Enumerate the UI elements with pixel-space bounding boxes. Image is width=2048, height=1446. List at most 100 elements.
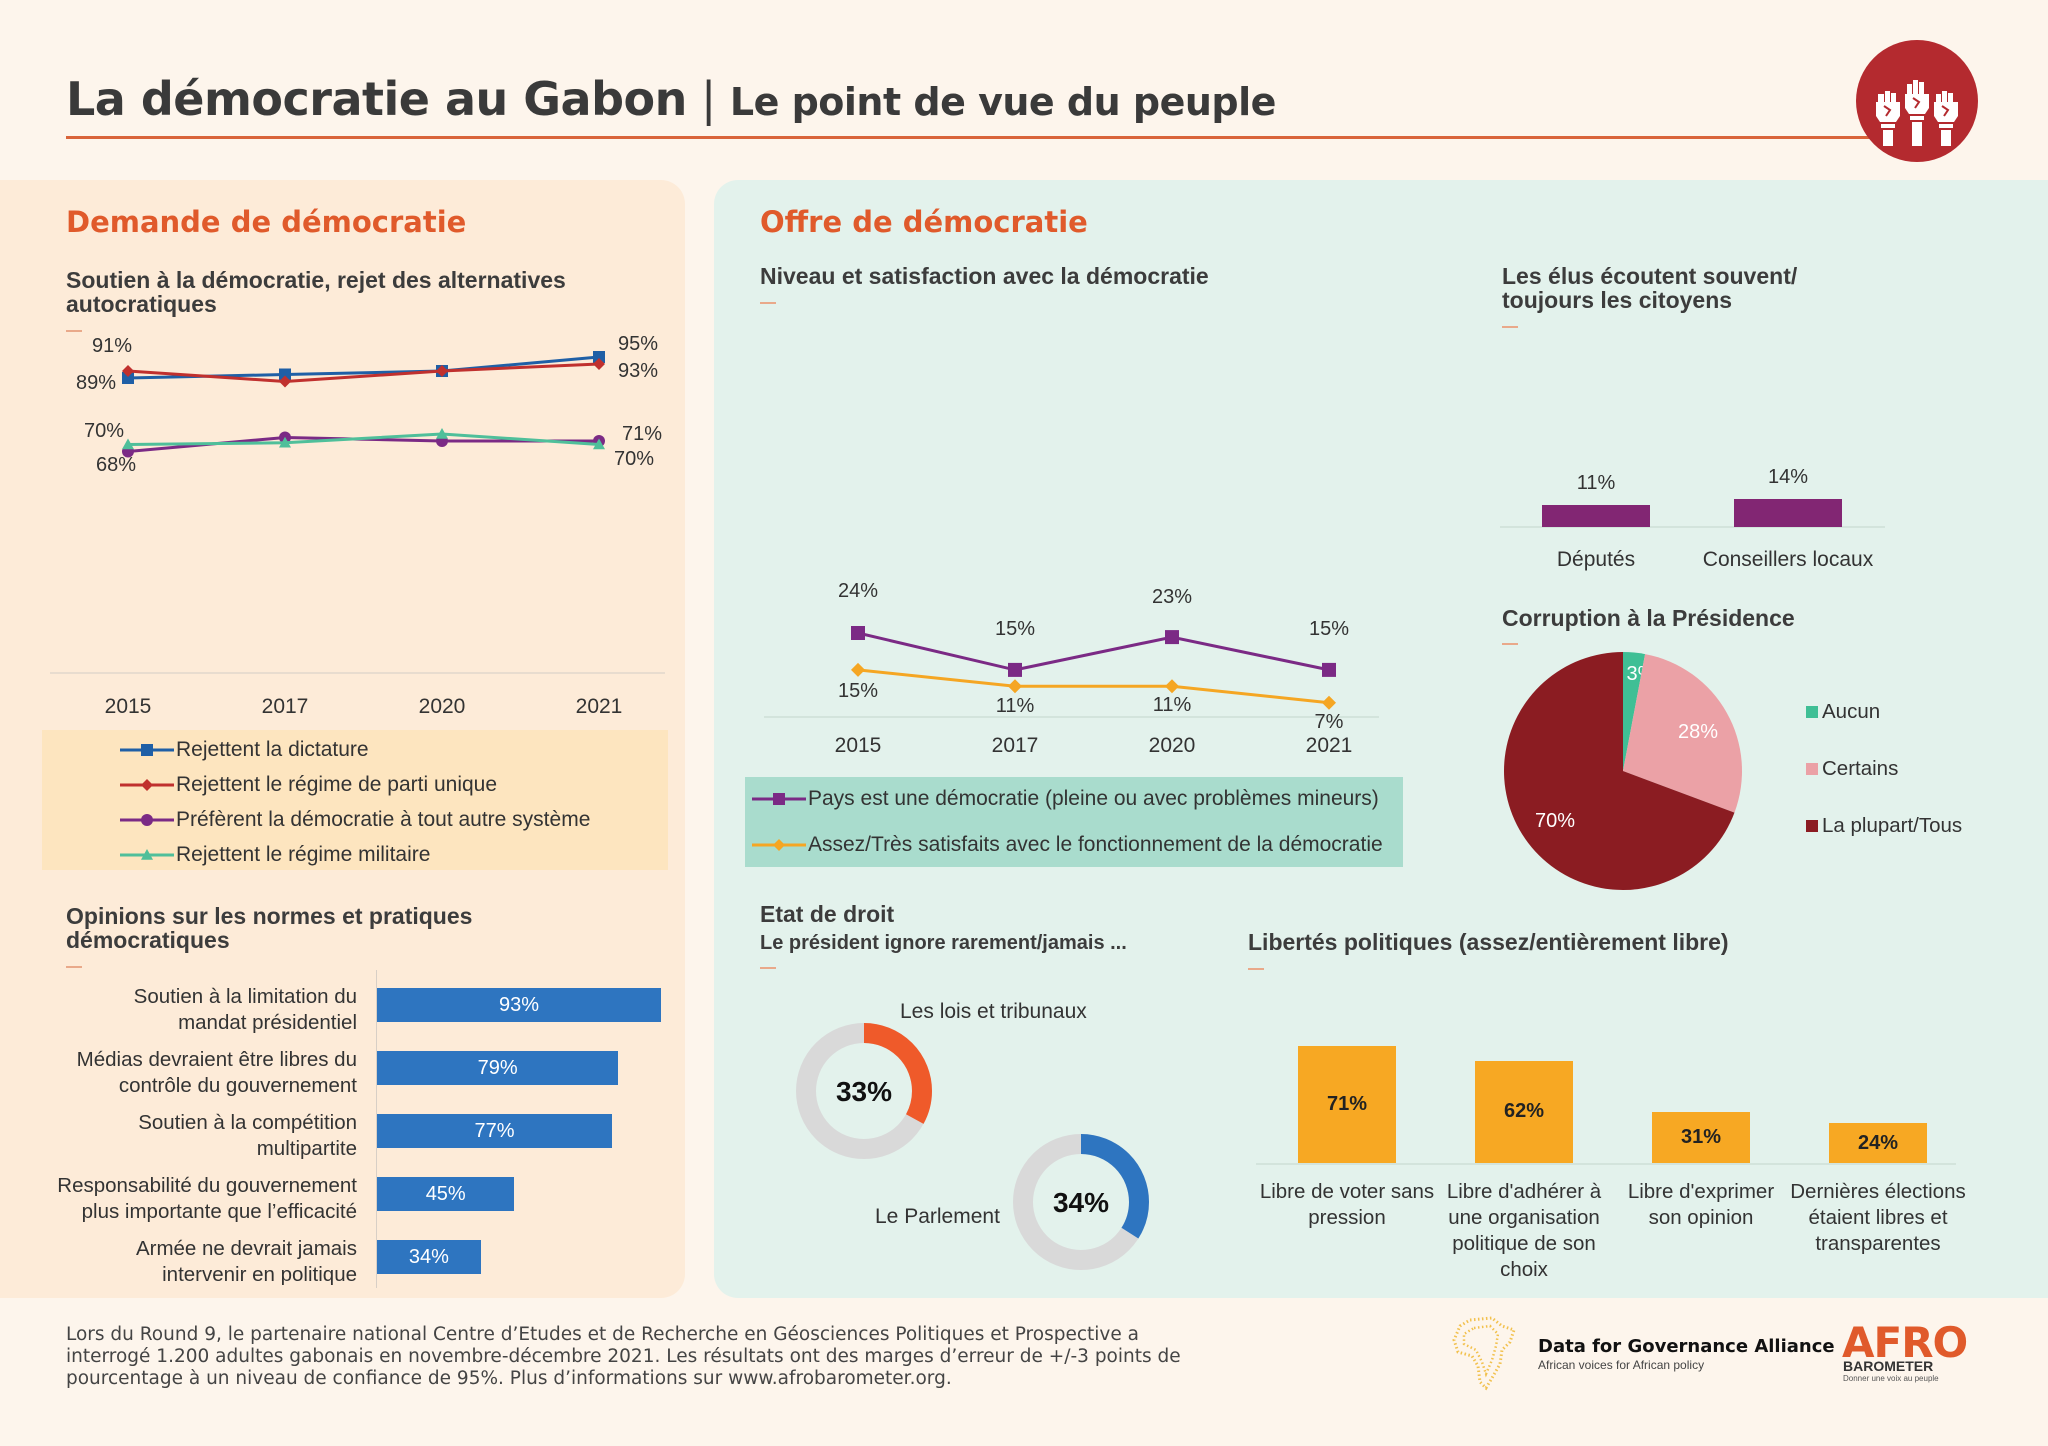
category-label-line: choix <box>1500 1258 1548 1281</box>
data-label: 71% <box>622 423 662 445</box>
data-point <box>122 438 134 450</box>
legend-label: Aucun <box>1822 700 1880 723</box>
elus-chart-title: Les élus écoutent souvent/ toujours les … <box>1502 263 1798 313</box>
data-label: 70% <box>614 448 654 470</box>
category-label-line: Libre de voter sans <box>1259 1180 1435 1203</box>
accent-dash <box>66 966 82 968</box>
data-label: 23% <box>1152 586 1192 608</box>
category-label-line: son opinion <box>1648 1206 1754 1229</box>
x-tick-label: 2020 <box>419 695 466 718</box>
category-label: Armée ne devrait jamais intervenir en pol… <box>0 1236 357 1288</box>
legend-label: Rejettent la dictature <box>176 738 369 761</box>
legend-marker <box>141 779 153 791</box>
data-point <box>1322 662 1336 677</box>
liberties-chart-title: Libertés politiques (assez/entièrement l… <box>1248 929 1729 955</box>
data-label: 15% <box>1309 618 1349 640</box>
category-label-line: plus importante que l’efficacité <box>81 1200 357 1223</box>
legend-marker <box>773 793 785 805</box>
bar: 79% <box>377 1051 619 1085</box>
legend-item: Préfèrent la démocratie à tout autre sys… <box>120 805 590 835</box>
category-label-line: étaient libres et <box>1808 1206 1948 1229</box>
data-label: 93% <box>618 360 658 382</box>
data-label: 11% <box>1577 472 1616 494</box>
category-label-line: politique de son <box>1452 1232 1596 1255</box>
afrobarometer-logo: AFRO <box>1842 1318 1968 1367</box>
legend-label: Préfèrent la démocratie à tout autre sys… <box>176 808 591 831</box>
data-label: 11% <box>1153 694 1192 716</box>
y-axis <box>376 970 377 1288</box>
x-tick-label: Députés <box>1557 548 1635 571</box>
accent-dash <box>760 302 776 304</box>
legend-marker <box>141 849 153 860</box>
series-line <box>127 432 600 446</box>
data-point <box>593 438 605 450</box>
raised-fists-icon <box>1856 40 1978 162</box>
data-point <box>1322 695 1336 710</box>
legend-label: Rejettent le régime de parti unique <box>176 773 498 796</box>
legend-swatch <box>1806 763 1818 775</box>
data-point <box>851 662 865 677</box>
data-label: 7% <box>1315 711 1344 733</box>
legend-item: Rejettent le régime de parti unique <box>120 770 497 800</box>
category-label-line: Dernières élections <box>1790 1180 1966 1203</box>
legend-swatch <box>1806 820 1818 832</box>
data-point <box>279 375 291 388</box>
data-point <box>1165 679 1179 694</box>
data-label: 15% <box>995 618 1035 640</box>
x-tick-label: 2020 <box>1149 734 1196 757</box>
corruption-chart-title: Corruption à la Présidence <box>1502 605 1795 631</box>
data-label: 70% <box>1535 810 1575 832</box>
data-label: 24% <box>838 580 878 602</box>
category-label-line: Médias devraient être libres du <box>76 1048 357 1071</box>
data-point <box>593 358 605 370</box>
data-point <box>122 365 134 377</box>
legend-swatch <box>120 744 174 756</box>
accent-dash <box>1502 643 1518 645</box>
data-point <box>279 368 291 381</box>
page-title: La démocratie au Gabon | Le point de vue d… <box>66 72 1276 126</box>
data-point <box>1165 630 1179 645</box>
legend-label: Assez/Très satisfaits avec le fonctionne… <box>808 833 1383 856</box>
category-label-line: une organisation <box>1448 1206 1600 1229</box>
legend-swatch <box>752 839 806 851</box>
data-label: 95% <box>618 333 658 355</box>
accent-dash <box>1502 326 1518 328</box>
data-point <box>851 626 865 640</box>
title-main: La démocratie au Gabon <box>66 72 687 126</box>
bar: 77% <box>377 1114 613 1148</box>
category-label: Responsabilité du gouvernement plus impor… <box>0 1173 357 1225</box>
series-line <box>857 631 1330 672</box>
legend-marker <box>141 744 153 756</box>
afrobarometer-tagline: Donner une voix au peuple <box>1843 1374 1939 1383</box>
data-point <box>436 428 448 439</box>
legend-label: Rejettent le régime militaire <box>176 843 431 866</box>
accent-dash <box>66 330 82 332</box>
pie-slice <box>1623 654 1742 813</box>
category-label: Libre de voter sans pression <box>1247 1179 1447 1231</box>
rule-of-law-title: Etat de droit <box>760 901 895 927</box>
level-line-chart: 2015 2017 2020 2021 24% 15% 23% 15% 15% 11% 11% 7% <box>764 580 1379 757</box>
title-separator: | <box>700 72 717 126</box>
bar: 24% <box>1829 1123 1927 1163</box>
legend-swatch <box>120 779 174 791</box>
donut-center-label: 33% <box>836 1076 892 1107</box>
partner-name: Data for Governance Alliance <box>1538 1336 1835 1357</box>
category-label-line: Soutien à la compétition <box>138 1111 357 1134</box>
elus-bar-chart: 11% Députés 14% Conseillers locaux <box>1500 466 1885 571</box>
legend-label: La plupart/Tous <box>1822 814 1962 837</box>
legend-swatch <box>1806 706 1818 718</box>
donut-category-label: Les lois et tribunaux <box>900 1000 1087 1023</box>
data-point <box>1008 662 1022 677</box>
series-line <box>857 668 1330 705</box>
bar <box>1542 505 1650 527</box>
category-label-line: Armée ne devrait jamais <box>135 1237 357 1260</box>
bar: 62% <box>1475 1060 1573 1163</box>
demand-section-title: Demande de démocratie <box>66 205 467 239</box>
data-label: 91% <box>92 335 132 357</box>
donut-value-arc <box>1013 1134 1149 1270</box>
title-subtitle: Le point de vue du peuple <box>729 80 1277 124</box>
legend-item: Rejettent le régime militaire <box>120 840 430 870</box>
pie-slice <box>1504 652 1735 890</box>
category-label-line: Libre d'adhérer à <box>1446 1180 1602 1203</box>
legend-item: Assez/Très satisfaits avec le fonctionne… <box>752 830 1383 860</box>
